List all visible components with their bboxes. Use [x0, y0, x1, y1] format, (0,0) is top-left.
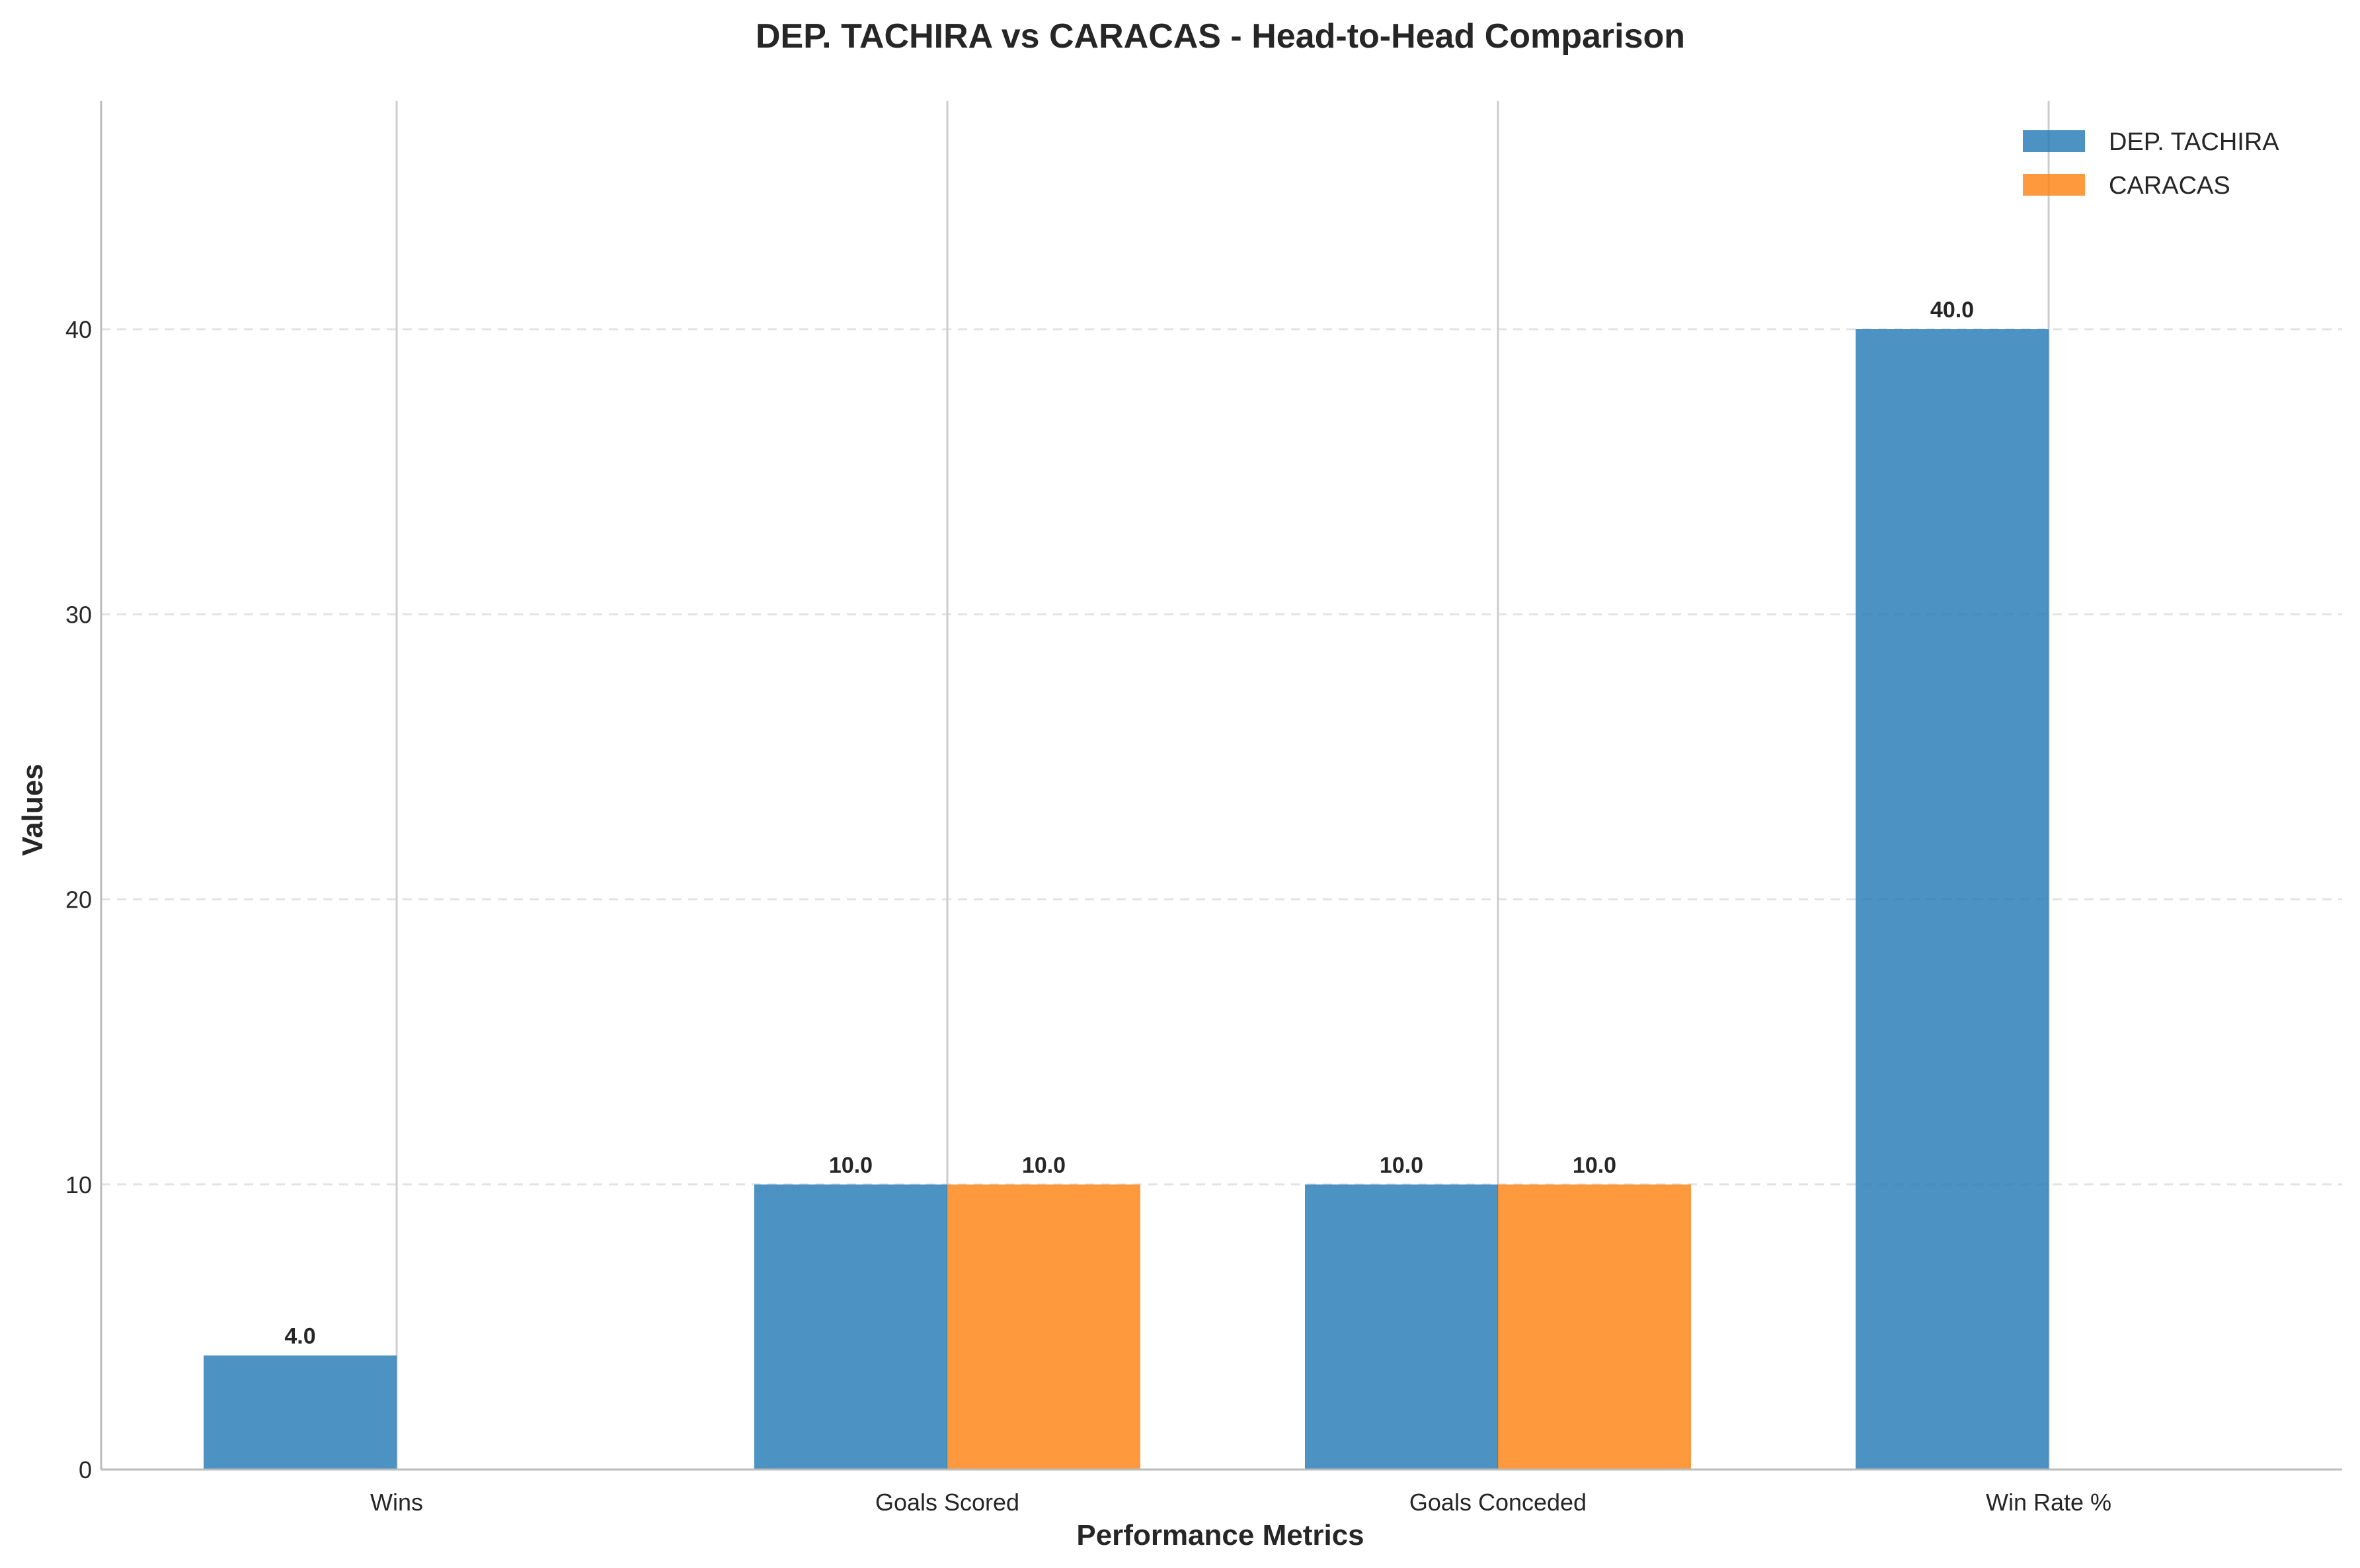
bar-value-label-0-1: 10.0	[829, 1153, 873, 1178]
y-tick-label-30: 30	[65, 601, 92, 628]
x-axis-label: Performance Metrics	[1076, 1519, 1364, 1551]
legend-label-1: CARACAS	[2109, 172, 2230, 200]
x-tick-label-1: Goals Scored	[875, 1489, 1019, 1516]
y-axis-label: Values	[17, 764, 49, 855]
y-tick-labels: 0 10 20 30 40	[65, 316, 92, 1483]
x-tick-label-3: Win Rate %	[1986, 1489, 2111, 1516]
legend-swatch-1	[2023, 174, 2085, 196]
legend[interactable]: DEP. TACHIRA CARACAS	[2023, 128, 2279, 200]
y-tick-label-40: 40	[65, 316, 92, 343]
bar-value-labels: 4.0 10.0 10.0 40.0 10.0 10.0	[284, 297, 1974, 1349]
bar-value-label-0-0: 4.0	[284, 1324, 315, 1349]
bars	[204, 329, 2049, 1470]
x-tick-label-0: Wins	[370, 1489, 423, 1516]
legend-label-0: DEP. TACHIRA	[2109, 128, 2279, 156]
x-tick-labels: Wins Goals Scored Goals Conceded Win Rate %	[370, 1489, 2111, 1516]
axes	[100, 101, 2342, 1471]
legend-swatch-0	[2023, 130, 2085, 152]
grid-lines	[101, 328, 2342, 1186]
bar-0-1	[754, 1184, 947, 1470]
bar-value-label-0-2: 10.0	[1380, 1153, 1423, 1178]
y-tick-label-10: 10	[65, 1171, 92, 1198]
bar-1-2	[1498, 1184, 1691, 1470]
chart-title: DEP. TACHIRA vs CARACAS - Head-to-Head C…	[756, 17, 1685, 56]
y-tick-label-0: 0	[79, 1456, 92, 1483]
y-tick-label-20: 20	[65, 886, 92, 914]
bar-value-label-1-2: 10.0	[1573, 1153, 1616, 1178]
bar-value-label-1-1: 10.0	[1022, 1153, 1066, 1178]
bar-value-label-0-3: 40.0	[1930, 297, 1974, 323]
x-tick-label-2: Goals Conceded	[1409, 1489, 1587, 1516]
category-divider-lines	[395, 101, 2050, 1470]
bar-0-3	[1856, 329, 2049, 1470]
bar-0-2	[1305, 1184, 1498, 1470]
bar-1-1	[947, 1184, 1140, 1470]
bar-0-0	[204, 1355, 397, 1470]
